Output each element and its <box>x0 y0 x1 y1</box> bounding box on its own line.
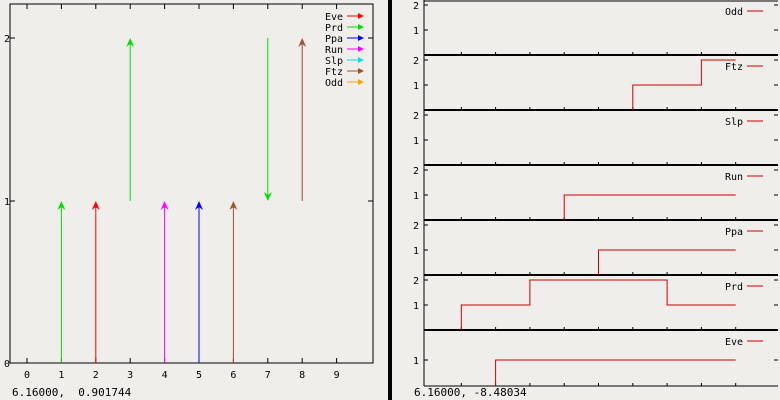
x-tick-label: 1 <box>58 370 64 381</box>
panel-title-ppa: Ppa <box>725 227 743 238</box>
x-tick-label: 2 <box>93 370 99 381</box>
step-line-prd <box>460 279 736 330</box>
arrow-head-ftz <box>298 38 307 47</box>
x-tick-label: 7 <box>265 370 271 381</box>
legend-arrow-run <box>358 46 364 52</box>
step-line-ppa <box>598 249 736 275</box>
legend-arrow-prd <box>358 24 364 30</box>
legend-arrow-ppa <box>358 35 364 41</box>
legend-label-prd: Prd <box>325 23 343 34</box>
panel-y-tick-label: 2 <box>413 56 419 67</box>
legend-label-odd: Odd <box>325 78 343 89</box>
legend-label-eve: Eve <box>325 12 343 23</box>
arrow-head-eve <box>91 201 100 210</box>
x-tick-label: 0 <box>24 370 30 381</box>
x-tick-label: 3 <box>127 370 133 381</box>
x-tick-label: 9 <box>334 370 340 381</box>
panel-y-tick-label: 1 <box>413 26 419 37</box>
panel-y-tick-label: 1 <box>413 81 419 92</box>
panel-title-odd: Odd <box>725 7 743 18</box>
legend-label-run: Run <box>325 45 343 56</box>
arrow-head-prd <box>126 38 135 47</box>
x-tick-label: 4 <box>162 370 168 381</box>
left-plot-frame <box>9 3 374 364</box>
step-line-eve <box>495 359 736 386</box>
legend-arrow-ftz <box>358 68 364 74</box>
panel-title-ftz: Ftz <box>725 62 743 73</box>
panel-y-tick-label: 1 <box>413 191 419 202</box>
panel-divider <box>388 0 392 400</box>
legend-arrow-slp <box>358 57 364 63</box>
step-line-ftz <box>632 59 736 110</box>
panel-y-tick-label: 2 <box>413 1 419 12</box>
panel-y-tick-label: 1 <box>413 136 419 147</box>
panel-y-tick-label: 1 <box>413 356 419 367</box>
right-status-readout: 6.16000, -8.48034 <box>414 386 527 399</box>
x-tick-label: 5 <box>196 370 202 381</box>
arrow-head-ftz <box>229 201 238 210</box>
arrow-head-prd <box>263 192 272 201</box>
legend-label-ppa: Ppa <box>325 34 343 45</box>
arrow-head-run <box>160 201 169 210</box>
y-tick-label: 1 <box>4 197 10 208</box>
arrow-head-prd <box>57 201 66 210</box>
x-tick-label: 8 <box>299 370 305 381</box>
panel-title-slp: Slp <box>725 117 743 128</box>
y-tick-label: 2 <box>4 34 10 45</box>
left-status-readout: 6.16000, 0.901744 <box>12 386 132 399</box>
panel-y-tick-label: 2 <box>413 166 419 177</box>
legend-arrow-odd <box>358 79 364 85</box>
y-tick-label: 0 <box>4 359 10 370</box>
panel-y-tick-label: 1 <box>413 246 419 257</box>
panel-y-tick-label: 2 <box>413 111 419 122</box>
legend-label-slp: Slp <box>325 56 343 67</box>
panel-y-tick-label: 2 <box>413 221 419 232</box>
panel-y-tick-label: 2 <box>413 276 419 287</box>
legend-label-ftz: Ftz <box>325 67 343 78</box>
panel-title-eve: Eve <box>725 337 743 348</box>
x-tick-label: 6 <box>230 370 236 381</box>
step-line-run <box>563 194 736 220</box>
right-chart: 1 2 Odd 1 2 Ftz 1 2 Slp 1 2 Run 1 2 Ppa 1 2 Prd 1 Eve <box>413 0 778 387</box>
arrow-head-ppa <box>195 201 203 210</box>
panel-title-prd: Prd <box>725 282 743 293</box>
panel-title-run: Run <box>725 172 743 183</box>
legend-arrow-eve <box>358 13 364 19</box>
panel-y-tick-label: 1 <box>413 301 419 312</box>
